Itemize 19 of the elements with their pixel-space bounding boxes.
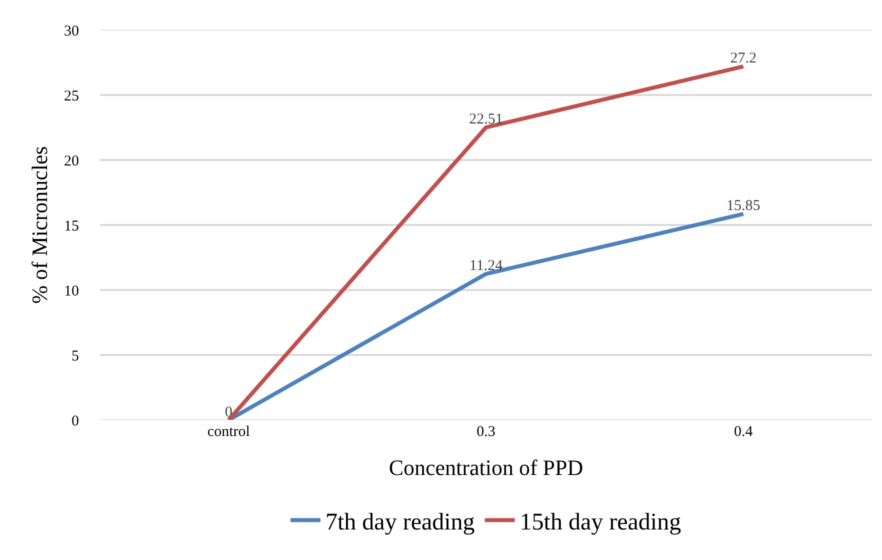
y-tick-label: 0 (72, 413, 79, 430)
legend-label: 7th day reading (326, 509, 475, 536)
data-label: 22.51 (469, 112, 503, 128)
y-tick-label: 5 (72, 348, 79, 364)
y-axis-title: % of Micronucles (26, 146, 52, 304)
x-axis-title: Concentration of PPD (388, 454, 584, 480)
legend-label: 15th day reading (520, 509, 682, 536)
data-label: 0 (224, 404, 232, 420)
data-label: 11.24 (469, 258, 504, 274)
x-tick-label: control (207, 424, 250, 440)
x-tick-label: 0.3 (476, 424, 496, 440)
y-tick-label: 25 (64, 88, 79, 104)
x-tick-label: 0.4 (734, 424, 754, 440)
y-tick-label: 20 (64, 153, 79, 170)
data-label: 27.2 (730, 50, 756, 67)
y-tick-label: 10 (64, 283, 79, 300)
data-label: 15.85 (726, 198, 760, 214)
y-tick-label: 15 (64, 218, 79, 234)
y-tick-label: 30 (64, 23, 79, 40)
